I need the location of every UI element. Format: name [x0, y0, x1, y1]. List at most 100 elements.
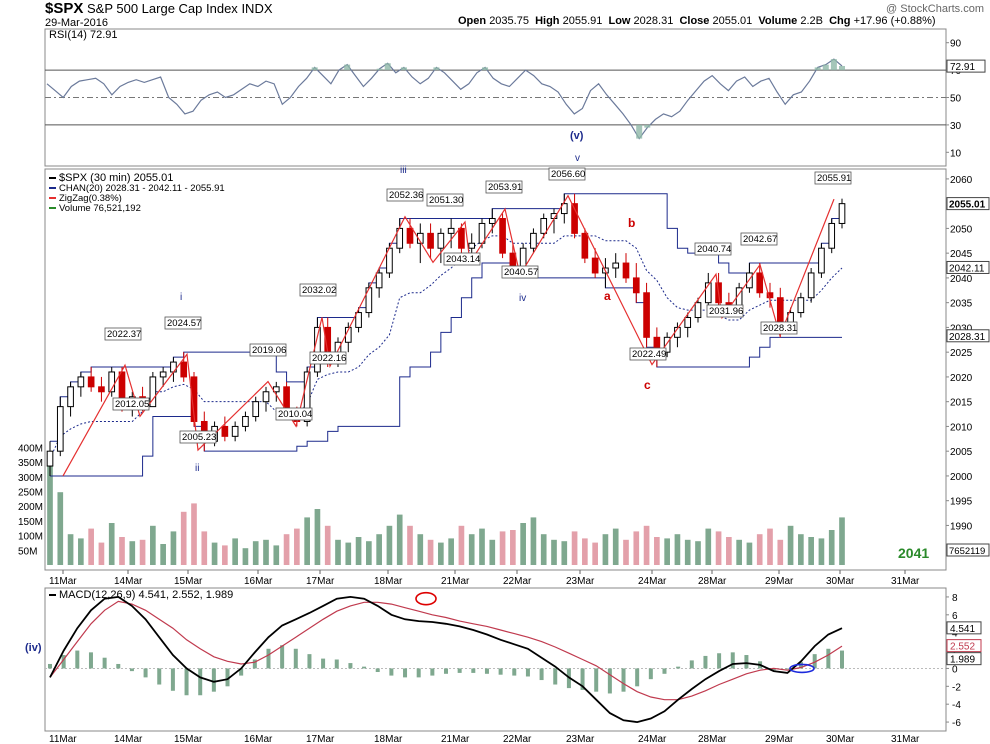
candle-body	[262, 391, 270, 403]
price-tick-label: 2000	[950, 472, 973, 483]
macd-histogram-bar	[102, 657, 107, 669]
candle-body	[766, 292, 774, 299]
price-right-label: 2042.11	[949, 263, 985, 274]
volume-bar	[150, 525, 156, 565]
candle-body	[468, 242, 476, 249]
pivot-label-box	[629, 347, 667, 361]
candle-body	[375, 272, 383, 289]
price-legend-3: Volume 76,521,192	[59, 203, 141, 214]
candle-body	[756, 272, 764, 294]
macd-histogram-bar	[580, 668, 585, 690]
close-value: 2055.01	[712, 15, 753, 27]
candle-body	[807, 272, 815, 299]
pivot-label: 2019.06	[252, 345, 286, 356]
price-tick-label: 2030	[950, 323, 973, 334]
pivot-label-box	[740, 232, 778, 246]
macd-histogram-bar	[703, 655, 708, 669]
volume-bar	[376, 534, 382, 565]
macd-histogram-bar	[88, 652, 93, 669]
volume-bar	[674, 534, 681, 565]
volume-bar	[715, 531, 722, 565]
macd-histogram-bar	[744, 655, 749, 669]
candle-body	[231, 425, 239, 437]
macd-histogram-bar	[403, 668, 408, 678]
price-x-label: 17Mar	[306, 576, 335, 587]
volume-bar	[139, 539, 146, 565]
macd-tick-label: -4	[952, 700, 961, 711]
candle-body	[149, 376, 157, 408]
price-legend-2: ZigZag(0.38%)	[59, 193, 122, 204]
price-tick-label: 1990	[950, 521, 973, 532]
macd-histogram-bar	[676, 666, 681, 669]
price-tick-label: 2045	[950, 249, 973, 260]
wave-label-4: v	[575, 153, 580, 164]
pivot-label: 2024.57	[167, 318, 201, 329]
volume-bar	[160, 544, 166, 565]
open-label: Open	[458, 15, 487, 27]
macd-histogram-bar	[362, 666, 367, 669]
symbol: $SPX	[45, 0, 84, 17]
macd-histogram-bar	[621, 668, 626, 692]
macd-top-marker	[415, 591, 437, 606]
pivot-label: 2040.74	[697, 244, 731, 255]
price-x-label: 16Mar	[244, 576, 273, 587]
volume-bar	[304, 517, 310, 565]
macd-x-label: 17Mar	[306, 734, 335, 744]
macd-histogram-bar	[648, 668, 653, 680]
macd-signal-line	[49, 600, 843, 701]
macd-histogram-bar	[525, 668, 530, 677]
volume-bar	[108, 523, 115, 565]
rsi-overbought-fill	[311, 67, 318, 71]
macd-tick-label: 6	[952, 611, 958, 622]
price-x-label: 31Mar	[891, 576, 920, 587]
macd-histogram-bar	[280, 645, 285, 669]
pivot-label: 2043.14	[446, 254, 480, 265]
volume-right-label: 7652119	[949, 546, 985, 557]
volume-bar	[232, 538, 238, 565]
candle-body	[694, 302, 702, 319]
volume-bar	[324, 525, 331, 565]
volume-bar	[499, 531, 506, 565]
volume-bar	[705, 528, 712, 565]
candle-body	[581, 232, 589, 259]
volume-value: 2.2B	[800, 15, 823, 27]
candle-body	[838, 203, 846, 224]
macd-histogram-bar	[389, 668, 394, 676]
pivot-label-box	[112, 397, 150, 411]
pivot-label: 2010.04	[278, 409, 312, 420]
volume-bar	[314, 509, 321, 565]
price-x-label: 11Mar	[49, 576, 77, 587]
symbol-name: S&P 500 Large Cap Index	[86, 1, 238, 16]
chart-date: 29-Mar-2016	[45, 17, 108, 29]
price-x-label: 29Mar	[765, 576, 794, 587]
abc-label-c: c	[644, 378, 651, 392]
volume-bar	[263, 539, 269, 565]
volume-bar	[684, 539, 691, 565]
volume-bar	[252, 541, 259, 565]
candle-body	[828, 222, 836, 249]
volume-bar	[839, 517, 845, 565]
price-right-box	[946, 260, 990, 274]
macd-histogram-bar	[785, 668, 790, 670]
volume-bar	[47, 453, 53, 565]
macd-x-label: 14Mar	[114, 734, 143, 744]
price-x-label: 21Mar	[441, 576, 470, 587]
macd-histogram-bar	[321, 658, 326, 669]
rsi-overbought-fill	[433, 67, 440, 71]
price-right-label: 2028.31	[949, 332, 986, 343]
volume-bar	[787, 525, 794, 565]
volume-bar	[98, 542, 105, 565]
volume-bar	[808, 537, 814, 565]
pivot-label-box	[501, 265, 539, 279]
macd-x-label: 15Mar	[174, 734, 203, 744]
candle-body	[303, 371, 311, 422]
price-tick-label: 2010	[950, 422, 973, 433]
candle-body	[519, 247, 527, 269]
pivot-label: 2022.37	[107, 329, 141, 340]
pivot-label: 2051.30	[429, 195, 463, 206]
volume-bar	[407, 525, 413, 565]
candle-body	[684, 317, 692, 328]
low-label: Low	[608, 15, 631, 27]
candle-body	[180, 361, 188, 378]
